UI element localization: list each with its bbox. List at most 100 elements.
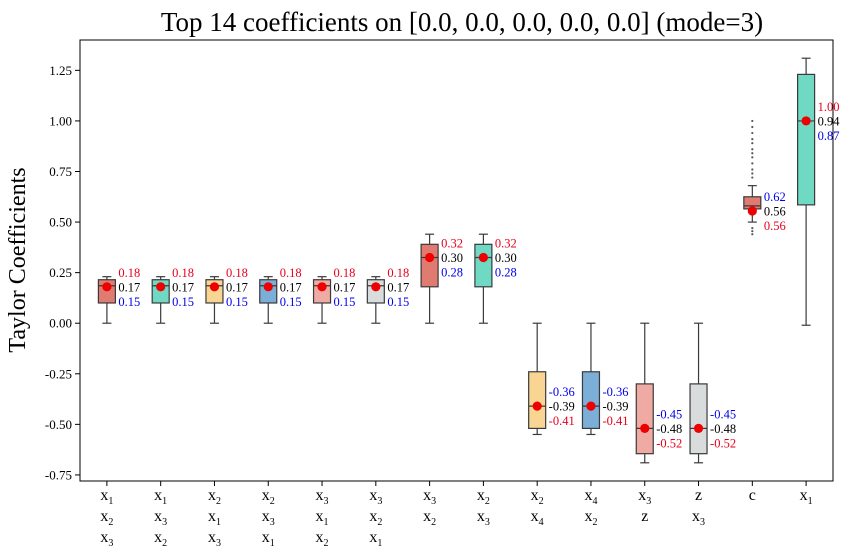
value-label-upper: 0.62 <box>764 190 786 204</box>
value-label-middle: 0.30 <box>495 251 517 265</box>
box-group: -0.36-0.39-0.41 <box>582 323 628 434</box>
box-iqr <box>529 372 546 429</box>
y-tick-label: -0.75 <box>45 467 72 482</box>
outlier-point <box>751 132 753 134</box>
outlier-point <box>751 142 753 144</box>
box-group: 0.180.170.15 <box>206 266 248 323</box>
x-tick-label: x3 <box>423 487 436 507</box>
y-tick-label: 1.00 <box>49 113 72 128</box>
outlier-point <box>751 227 753 229</box>
x-tick-label: x1 <box>316 508 329 528</box>
box-group: 0.180.170.15 <box>98 266 140 323</box>
x-tick-label: x1 <box>262 529 275 549</box>
mean-marker <box>802 116 811 125</box>
box-iqr <box>798 74 815 204</box>
outlier-point <box>751 156 753 158</box>
value-label-middle: -0.48 <box>710 422 736 436</box>
box-group: 0.180.170.15 <box>260 266 302 323</box>
box-group: 0.180.170.15 <box>367 266 409 323</box>
y-tick-label: -0.25 <box>45 366 72 381</box>
mean-marker <box>694 424 703 433</box>
x-tick-label: c <box>749 487 756 504</box>
x-tick-label: x3 <box>100 529 113 549</box>
value-label-middle: 0.17 <box>280 280 302 294</box>
mean-marker <box>317 282 326 291</box>
x-tick-label: x3 <box>369 487 382 507</box>
value-label-lower: 0.15 <box>118 295 140 309</box>
value-label-lower: 0.15 <box>226 295 248 309</box>
box-group: -0.36-0.39-0.41 <box>529 323 575 434</box>
y-tick-label: 0.75 <box>49 164 72 179</box>
outlier-point <box>751 152 753 154</box>
x-tick-label: x3 <box>638 487 651 507</box>
x-tick-label: x2 <box>262 487 275 507</box>
value-label-upper: -0.45 <box>656 407 682 421</box>
x-tick-label: x4 <box>584 487 597 507</box>
value-label-upper: -0.45 <box>710 407 736 421</box>
box-iqr <box>421 244 438 286</box>
outlier-point <box>751 162 753 164</box>
box-group: 0.180.170.15 <box>314 266 356 323</box>
x-tick-label: x3 <box>692 508 705 528</box>
x-axis-ticks: x1x2x3x1x3x2x2x1x3x2x3x1x3x1x2x3x2x1x3x2… <box>100 481 812 549</box>
value-label-middle: 0.17 <box>118 280 140 294</box>
x-tick-label: x2 <box>584 508 597 528</box>
y-tick-label: 0.50 <box>49 215 72 230</box>
box-group: -0.45-0.48-0.52 <box>636 323 682 463</box>
box-iqr <box>582 372 599 429</box>
mean-marker <box>640 424 649 433</box>
value-label-upper: 0.18 <box>334 266 356 280</box>
box-group: 0.320.300.28 <box>421 234 463 323</box>
value-label-middle: -0.48 <box>656 422 682 436</box>
outlier-point <box>751 138 753 140</box>
value-label-upper: 0.18 <box>387 266 409 280</box>
value-label-lower: 0.15 <box>387 295 409 309</box>
x-tick-label: x2 <box>369 508 382 528</box>
mean-marker <box>210 282 219 291</box>
mean-marker <box>479 253 488 262</box>
outlier-point <box>751 148 753 150</box>
x-tick-label: x2 <box>423 508 436 528</box>
box-iqr <box>636 384 653 454</box>
outlier-point <box>751 230 753 232</box>
x-tick-label: x3 <box>208 529 221 549</box>
x-tick-label: x3 <box>316 487 329 507</box>
value-label-upper: 0.18 <box>226 266 248 280</box>
y-tick-label: -0.50 <box>45 417 72 432</box>
value-label-lower: -0.41 <box>549 414 575 428</box>
value-label-lower: 0.15 <box>334 295 356 309</box>
x-tick-label: x4 <box>531 508 544 528</box>
x-tick-label: z <box>641 508 648 525</box>
x-tick-label: x2 <box>531 487 544 507</box>
value-label-lower: 0.15 <box>280 295 302 309</box>
value-label-middle: 0.94 <box>818 114 841 128</box>
value-label-middle: 0.30 <box>441 251 463 265</box>
value-label-lower: 0.56 <box>764 219 786 233</box>
box-group: 1.000.940.87 <box>798 58 841 325</box>
outlier-point <box>751 126 753 128</box>
x-tick-label: x1 <box>800 487 813 507</box>
outlier-point <box>751 120 753 122</box>
x-tick-label: x2 <box>100 508 113 528</box>
x-tick-label: z <box>695 487 702 504</box>
mean-marker <box>586 402 595 411</box>
chart-title: Top 14 coefficients on [0.0, 0.0, 0.0, 0… <box>161 7 763 37</box>
box-series: 0.180.170.150.180.170.150.180.170.150.18… <box>98 58 840 463</box>
value-label-middle: 0.17 <box>387 280 409 294</box>
value-label-upper: 0.32 <box>441 236 463 250</box>
outlier-point <box>751 233 753 235</box>
value-label-lower: 0.87 <box>818 129 840 143</box>
mean-marker <box>371 282 380 291</box>
value-label-upper: 0.18 <box>280 266 302 280</box>
mean-marker <box>748 206 757 215</box>
y-tick-label: 1.25 <box>49 63 72 78</box>
value-label-middle: 0.56 <box>764 204 786 218</box>
value-label-upper: -0.36 <box>549 385 575 399</box>
value-label-lower: 0.15 <box>172 295 194 309</box>
mean-marker <box>533 402 542 411</box>
value-label-lower: 0.28 <box>495 265 517 279</box>
outlier-point <box>751 176 753 178</box>
y-axis-label: Taylor Coefficients <box>5 167 31 352</box>
value-label-upper: -0.36 <box>602 385 628 399</box>
